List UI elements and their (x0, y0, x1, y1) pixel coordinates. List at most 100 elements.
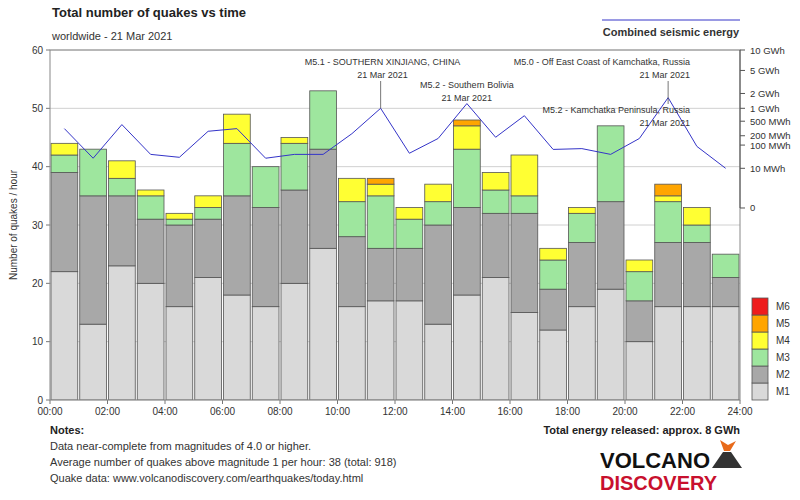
x-tick-label: 00:00 (37, 406, 62, 417)
y-tick-label: 30 (32, 220, 44, 231)
bar-segment (569, 213, 596, 242)
bar-segment (597, 125, 624, 126)
x-tick-label: 24:00 (727, 406, 752, 417)
bar-segment (540, 248, 567, 249)
annotation-leader (380, 81, 381, 108)
bar-segment (511, 213, 538, 312)
annotation-date: 21 Mar 2021 (357, 70, 408, 80)
bar-segment (252, 166, 279, 167)
y-tick-label: 10 (32, 336, 44, 347)
bar-segment (396, 208, 423, 220)
x-tick-label: 08:00 (267, 406, 292, 417)
bar-segment (569, 207, 596, 208)
logo-icon (712, 452, 742, 468)
bar-segment (166, 219, 193, 225)
bar-segment (51, 143, 78, 144)
bar-segment (252, 307, 279, 400)
y-tick (46, 341, 50, 342)
bar-segment (540, 260, 567, 289)
legend-swatch (752, 315, 768, 332)
bar-segment (281, 283, 308, 400)
bar-segment (51, 173, 78, 272)
bar-segment (310, 248, 337, 400)
y2-tick (740, 108, 745, 109)
bar-segment (109, 196, 136, 266)
bar-segment (224, 143, 251, 196)
annotation-leader (668, 98, 669, 104)
bar-segment (425, 184, 452, 185)
bar-segment (655, 184, 682, 185)
y2-tick-label: 0 (750, 202, 755, 213)
bar-segment (396, 207, 423, 208)
y2-tick-label: 1 GWh (750, 103, 780, 114)
annotation-text: M5.0 - Off East Coast of Kamchatka, Russ… (514, 57, 690, 67)
x-tick (510, 400, 511, 404)
logo-smoke (720, 440, 736, 451)
bar-segment (482, 190, 509, 213)
y2-tick (740, 93, 745, 94)
x-tick-label: 04:00 (152, 406, 177, 417)
logo: VOLCANODISCOVERY (600, 440, 742, 494)
bar-segment (252, 166, 279, 167)
y-tick-label: 0 (37, 395, 43, 406)
bar-segment (655, 202, 682, 243)
x-tick (625, 400, 626, 404)
legend-label: M6 (776, 301, 790, 312)
bar-segment (454, 295, 481, 400)
bar-segment (367, 184, 394, 196)
plot-background (50, 50, 740, 400)
bar-segment (684, 225, 711, 243)
legend-swatch (752, 298, 768, 315)
bar-segment (80, 196, 107, 324)
y2-tick-label: 100 MWh (750, 140, 791, 151)
y-tick (46, 283, 50, 284)
bar-segment (367, 301, 394, 400)
bar-segment (195, 208, 222, 220)
annotation-leader (668, 81, 669, 98)
bar-segment (712, 278, 739, 307)
legend-label: M2 (776, 369, 790, 380)
bar-segment (626, 342, 653, 400)
y-tick-label: 40 (32, 161, 44, 172)
y-tick (46, 400, 50, 401)
bar-segment (540, 248, 567, 249)
bar-segment (684, 243, 711, 307)
bar-segment (224, 114, 251, 115)
legend-swatch (752, 383, 768, 400)
subtitle: worldwide - 21 Mar 2021 (51, 30, 172, 42)
legend-swatch (752, 332, 768, 349)
y-tick (46, 50, 50, 51)
bar-segment (195, 219, 222, 277)
bar-segment (339, 307, 366, 400)
bar-segment (51, 155, 78, 173)
bar-segment (367, 248, 394, 300)
bar-segment (195, 195, 222, 196)
bar-segment (626, 260, 653, 272)
bar-segment (281, 137, 308, 138)
bar-segment (454, 126, 481, 149)
bar-segment (712, 307, 739, 400)
bar-segment (569, 243, 596, 307)
note: Average number of quakes above magnitude… (50, 456, 397, 468)
plot-frame (50, 50, 740, 400)
bar-segment (626, 260, 653, 261)
bar-segment (655, 307, 682, 400)
bar-segment (540, 330, 567, 400)
annotation-date: 21 Mar 2021 (640, 118, 691, 128)
bar-segment (482, 172, 509, 173)
bar-segment (511, 313, 538, 401)
bar-segment (540, 289, 567, 330)
bar-segment (109, 160, 136, 161)
bar-segment (281, 138, 308, 144)
bar-segment (482, 173, 509, 191)
bar-segment (367, 178, 394, 184)
bar-segment (712, 254, 739, 255)
x-tick-label: 20:00 (612, 406, 637, 417)
bar-segment (166, 307, 193, 400)
title: Total number of quakes vs time (52, 5, 246, 20)
bar-segment (339, 202, 366, 237)
bar-segment (396, 207, 423, 208)
bar-segment (482, 172, 509, 173)
bar-segment (454, 120, 481, 121)
bar-segment (281, 137, 308, 138)
